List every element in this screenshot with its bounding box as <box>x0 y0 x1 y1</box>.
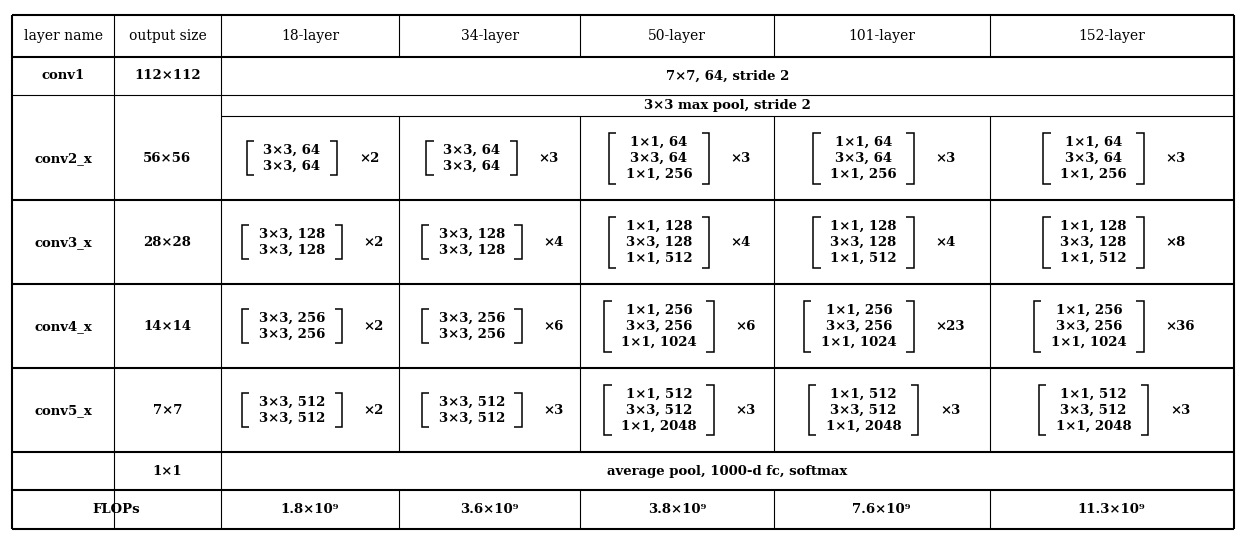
Text: conv3_x: conv3_x <box>35 236 92 249</box>
Text: 3×3, 256: 3×3, 256 <box>1055 320 1122 333</box>
Text: 3×3, 256: 3×3, 256 <box>259 312 325 325</box>
Text: ×3: ×3 <box>940 404 960 417</box>
Text: 50-layer: 50-layer <box>649 29 706 43</box>
Text: 3.8×10⁹: 3.8×10⁹ <box>647 503 707 516</box>
Text: 3×3, 128: 3×3, 128 <box>831 236 897 249</box>
Text: ×3: ×3 <box>735 404 755 417</box>
Text: conv1: conv1 <box>42 70 84 82</box>
Text: 3×3, 128: 3×3, 128 <box>626 236 692 249</box>
Text: 3×3, 64: 3×3, 64 <box>263 144 320 157</box>
Text: 3×3, 128: 3×3, 128 <box>439 244 505 257</box>
Text: 1×1, 2048: 1×1, 2048 <box>1055 420 1131 433</box>
Text: 1×1, 512: 1×1, 512 <box>831 387 897 400</box>
Text: ×36: ×36 <box>1166 320 1195 333</box>
Text: conv4_x: conv4_x <box>35 320 92 333</box>
Text: 152-layer: 152-layer <box>1079 29 1145 43</box>
Text: 7×7: 7×7 <box>153 404 182 417</box>
Text: 3×3, 64: 3×3, 64 <box>835 152 892 165</box>
Text: 18-layer: 18-layer <box>281 29 339 43</box>
Text: ×8: ×8 <box>1166 236 1185 249</box>
Text: 3×3, 128: 3×3, 128 <box>259 244 325 257</box>
Text: 3×3, 256: 3×3, 256 <box>259 328 325 341</box>
Text: 1×1, 128: 1×1, 128 <box>1060 219 1127 232</box>
Text: 3×3, 64: 3×3, 64 <box>263 160 320 173</box>
Text: 101-layer: 101-layer <box>848 29 915 43</box>
Text: 3×3, 64: 3×3, 64 <box>630 152 687 165</box>
Text: 3×3, 64: 3×3, 64 <box>1065 152 1122 165</box>
Text: 3×3, 512: 3×3, 512 <box>439 412 505 425</box>
Text: ×23: ×23 <box>935 320 965 333</box>
Text: 1.8×10⁹: 1.8×10⁹ <box>280 503 340 516</box>
Text: 34-layer: 34-layer <box>461 29 518 43</box>
Text: output size: output size <box>129 29 206 43</box>
Text: FLOPs: FLOPs <box>93 503 140 516</box>
Text: 1×1, 512: 1×1, 512 <box>626 252 692 265</box>
Text: 3×3, 64: 3×3, 64 <box>443 144 500 157</box>
Text: 3×3, 64: 3×3, 64 <box>443 160 500 173</box>
Text: 1×1, 256: 1×1, 256 <box>826 304 892 317</box>
Text: ×3: ×3 <box>538 152 559 165</box>
Text: 14×14: 14×14 <box>144 320 191 333</box>
Text: ×3: ×3 <box>1166 152 1185 165</box>
Text: 3×3, 256: 3×3, 256 <box>626 320 692 333</box>
Text: 3×3, 512: 3×3, 512 <box>1060 404 1127 417</box>
Text: 1×1, 1024: 1×1, 1024 <box>621 336 697 349</box>
Text: ×2: ×2 <box>363 320 384 333</box>
Text: ×2: ×2 <box>358 152 379 165</box>
Text: 3×3, 256: 3×3, 256 <box>826 320 892 333</box>
Text: 1×1, 256: 1×1, 256 <box>626 168 692 181</box>
Text: ×3: ×3 <box>935 152 956 165</box>
Text: 1×1: 1×1 <box>153 465 182 478</box>
Text: 112×112: 112×112 <box>134 70 201 82</box>
Text: 3×3, 256: 3×3, 256 <box>439 328 505 341</box>
Text: 3×3, 128: 3×3, 128 <box>259 227 325 240</box>
Text: 3×3, 512: 3×3, 512 <box>439 395 505 409</box>
Text: 1×1, 1024: 1×1, 1024 <box>821 336 897 349</box>
Text: 3×3, 128: 3×3, 128 <box>439 227 505 240</box>
Text: 3×3, 512: 3×3, 512 <box>259 395 325 409</box>
Text: 3×3, 512: 3×3, 512 <box>626 404 692 417</box>
Text: 3×3, 512: 3×3, 512 <box>831 404 897 417</box>
Text: ×4: ×4 <box>935 236 956 249</box>
Text: 7×7, 64, stride 2: 7×7, 64, stride 2 <box>666 70 789 82</box>
Text: 1×1, 64: 1×1, 64 <box>630 135 688 149</box>
Text: 1×1, 512: 1×1, 512 <box>1060 252 1127 265</box>
Text: 1×1, 2048: 1×1, 2048 <box>621 420 697 433</box>
Text: 1×1, 512: 1×1, 512 <box>1060 387 1127 400</box>
Text: ×6: ×6 <box>543 320 564 333</box>
Text: 1×1, 1024: 1×1, 1024 <box>1052 336 1127 349</box>
Text: 1×1, 64: 1×1, 64 <box>1065 135 1122 149</box>
Text: 1×1, 256: 1×1, 256 <box>626 304 692 317</box>
Text: 1×1, 256: 1×1, 256 <box>1055 304 1122 317</box>
Text: layer name: layer name <box>24 29 103 43</box>
Text: average pool, 1000-d fc, softmax: average pool, 1000-d fc, softmax <box>608 465 847 478</box>
Text: 1×1, 256: 1×1, 256 <box>1060 168 1127 181</box>
Text: conv2_x: conv2_x <box>35 152 92 165</box>
Text: conv5_x: conv5_x <box>35 404 92 417</box>
Text: ×4: ×4 <box>730 236 751 249</box>
Text: 28×28: 28×28 <box>144 236 191 249</box>
Text: ×6: ×6 <box>735 320 755 333</box>
Text: 1×1, 128: 1×1, 128 <box>831 219 897 232</box>
Text: 3×3, 512: 3×3, 512 <box>259 412 325 425</box>
Text: 1×1, 128: 1×1, 128 <box>626 219 692 232</box>
Text: 1×1, 2048: 1×1, 2048 <box>826 420 901 433</box>
Text: 3×3 max pool, stride 2: 3×3 max pool, stride 2 <box>644 99 811 112</box>
Text: 1×1, 64: 1×1, 64 <box>835 135 893 149</box>
Text: ×3: ×3 <box>730 152 751 165</box>
Text: ×3: ×3 <box>543 404 564 417</box>
Text: 3.6×10⁹: 3.6×10⁹ <box>460 503 520 516</box>
Text: 1×1, 512: 1×1, 512 <box>831 252 897 265</box>
Text: ×2: ×2 <box>363 404 384 417</box>
Text: 3×3, 256: 3×3, 256 <box>439 312 505 325</box>
Text: 11.3×10⁹: 11.3×10⁹ <box>1078 503 1146 516</box>
Text: 7.6×10⁹: 7.6×10⁹ <box>852 503 911 516</box>
Text: ×4: ×4 <box>543 236 564 249</box>
Text: 1×1, 512: 1×1, 512 <box>626 387 692 400</box>
Text: ×3: ×3 <box>1171 404 1190 417</box>
Text: ×2: ×2 <box>363 236 384 249</box>
Text: 3×3, 128: 3×3, 128 <box>1060 236 1127 249</box>
Text: 1×1, 256: 1×1, 256 <box>831 168 897 181</box>
Text: 56×56: 56×56 <box>144 152 191 165</box>
